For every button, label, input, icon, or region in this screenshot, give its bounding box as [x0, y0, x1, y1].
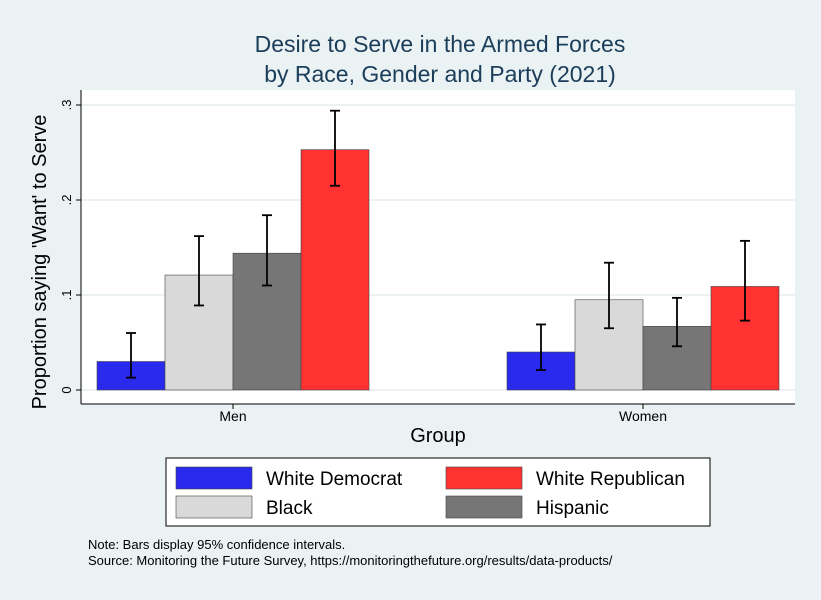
y-axis-ticks: 0 .1 .2 .3 — [59, 100, 81, 394]
y-tick-label: .3 — [59, 100, 74, 111]
legend-label: Black — [266, 498, 313, 519]
chart-title: Desire to Serve in the Armed Forces — [255, 31, 626, 57]
source-text: Source: Monitoring the Future Survey, ht… — [88, 553, 613, 568]
legend-swatch — [175, 466, 253, 490]
note-text: Note: Bars display 95% confidence interv… — [88, 537, 345, 552]
y-axis-label: Proportion saying 'Want' to Serve — [29, 115, 51, 410]
bar — [300, 149, 370, 391]
chart-subtitle: by Race, Gender and Party (2021) — [264, 61, 616, 87]
error-bars — [126, 109, 750, 379]
legend-box — [165, 457, 711, 527]
legend-label: Hispanic — [536, 498, 609, 519]
legend: White Democrat White Republican Black Hispa… — [175, 466, 685, 519]
legend-label: White Republican — [536, 469, 685, 490]
y-tick-label: .2 — [59, 195, 74, 206]
legend-swatch — [445, 466, 523, 490]
legend-swatch — [175, 495, 253, 519]
legend-label: White Democrat — [266, 469, 403, 490]
x-axis-ticks: Men Women — [219, 404, 667, 424]
x-tick-label: Men — [219, 408, 246, 424]
x-axis-label: Group — [410, 425, 466, 447]
y-tick-label: 0 — [59, 386, 74, 393]
x-tick-label: Women — [619, 408, 667, 424]
legend-swatch — [445, 495, 523, 519]
y-tick-label: .1 — [59, 290, 74, 301]
